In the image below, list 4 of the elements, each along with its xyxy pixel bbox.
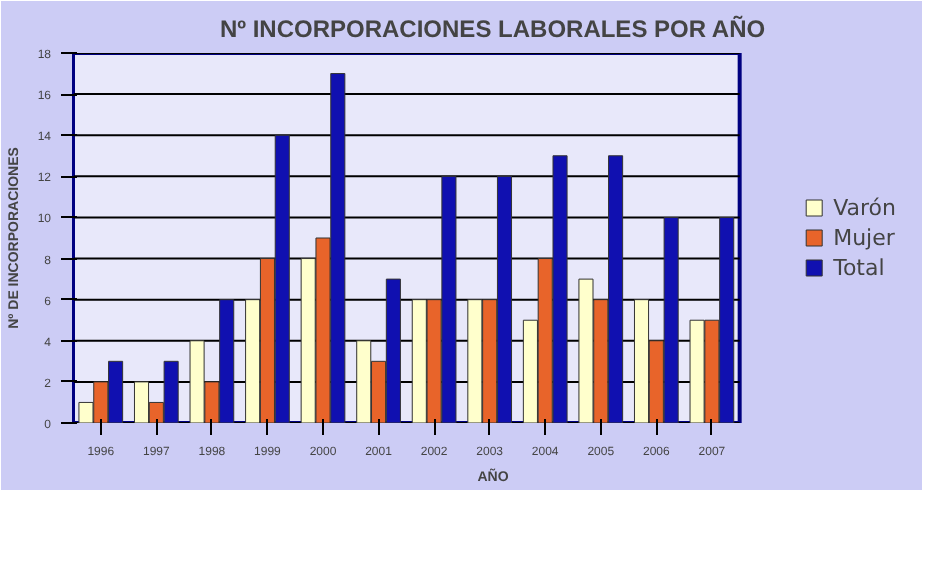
legend-label: Varón [833,194,896,220]
chart-title: Nº INCORPORACIONES LABORALES POR AÑO [219,15,766,43]
legend-label: Total [833,254,885,280]
legend-label: Mujer [833,224,895,250]
